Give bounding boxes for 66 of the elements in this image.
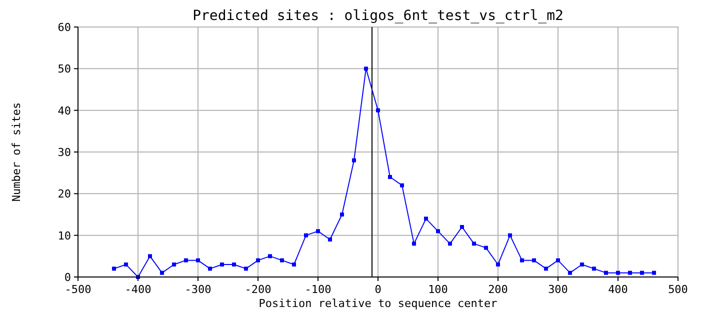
point xyxy=(532,258,536,262)
point xyxy=(220,262,224,266)
point xyxy=(556,258,560,262)
y-tick-label: 10 xyxy=(58,229,71,242)
point xyxy=(472,242,476,246)
point xyxy=(520,258,524,262)
point xyxy=(352,158,356,162)
point xyxy=(616,270,620,275)
point xyxy=(292,262,296,266)
x-axis-title: Position relative to sequence center xyxy=(258,297,498,310)
x-tick-label: -200 xyxy=(244,283,272,296)
y-tick-label: 40 xyxy=(58,104,71,118)
point xyxy=(508,233,512,238)
point xyxy=(628,270,632,275)
y-tick-label: 60 xyxy=(58,21,71,34)
point xyxy=(328,238,332,242)
x-tick-label: -400 xyxy=(124,283,152,296)
x-tick-label: 500 xyxy=(668,283,688,296)
x-tick-label: -100 xyxy=(304,283,332,296)
y-axis-title: Number of sites xyxy=(10,102,23,202)
point xyxy=(160,270,164,275)
point xyxy=(400,183,404,188)
point xyxy=(340,212,344,216)
x-tick-label: 0 xyxy=(374,283,382,296)
point xyxy=(412,242,416,246)
point xyxy=(148,254,152,258)
chart-title: Predicted sites : oligos_6nt_test_vs_ctrl_m2 xyxy=(192,8,564,24)
point xyxy=(184,258,188,262)
point xyxy=(172,262,176,266)
point xyxy=(304,233,308,238)
point xyxy=(448,242,452,246)
point xyxy=(592,266,596,271)
y-tick-label: 30 xyxy=(58,146,71,159)
point xyxy=(436,229,440,234)
point xyxy=(424,216,428,221)
point xyxy=(496,262,500,266)
point xyxy=(640,270,644,275)
point xyxy=(460,225,464,229)
point xyxy=(544,266,548,271)
point xyxy=(604,270,608,275)
y-tick-label: 0 xyxy=(64,271,71,284)
point xyxy=(256,258,260,262)
point xyxy=(124,262,128,266)
x-tick-label: 100 xyxy=(428,283,448,296)
point xyxy=(112,266,116,271)
point xyxy=(196,258,200,262)
point xyxy=(484,246,488,250)
x-tick-label: -300 xyxy=(184,283,212,296)
x-tick-label: -500 xyxy=(64,283,92,296)
x-tick-label: 400 xyxy=(608,283,628,296)
x-tick-label: 200 xyxy=(488,283,508,296)
point xyxy=(388,175,392,179)
point xyxy=(232,262,236,266)
y-tick-label: 50 xyxy=(58,62,71,76)
point xyxy=(268,254,272,258)
point xyxy=(280,258,284,262)
y-tick-label: 20 xyxy=(58,188,71,201)
point xyxy=(316,229,320,234)
point xyxy=(244,266,248,271)
point xyxy=(208,266,212,271)
point xyxy=(580,262,584,266)
point xyxy=(568,270,572,275)
point xyxy=(652,270,656,275)
point xyxy=(376,108,380,112)
x-tick-label: 300 xyxy=(548,283,568,296)
point xyxy=(364,66,368,71)
